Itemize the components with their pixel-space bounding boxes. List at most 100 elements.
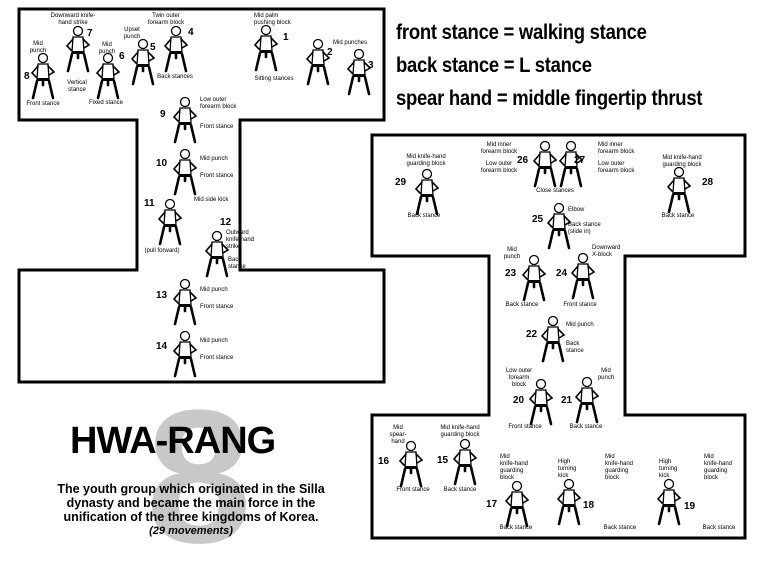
step-number-8: 8 <box>24 71 30 82</box>
step-number-13: 13 <box>156 290 168 301</box>
label-mid-punch-10: Mid punch <box>200 156 228 162</box>
martial-artist-icon-13 <box>172 278 198 326</box>
martial-artist-icon-8 <box>30 52 56 100</box>
martial-artist-icon-21 <box>574 376 600 424</box>
label-mid-knife-hand-guarding-block-19: Mid knife-hand guarding block <box>704 454 733 481</box>
label-front-stance-24: Front stance <box>563 302 597 308</box>
label-mid-punch-21: Mid punch <box>597 368 615 381</box>
martial-artist-icon-2 <box>305 38 331 86</box>
step-number-21: 21 <box>561 395 573 406</box>
label-back-stance-28: Back stance <box>661 213 695 219</box>
label-pull-forward: (pull forward) <box>144 248 180 254</box>
step-number-12: 12 <box>220 217 232 228</box>
pattern-description: The youth group which originated in the … <box>46 482 336 538</box>
martial-artist-icon-14 <box>172 330 198 378</box>
label-low-outer-forearm-block-26: Low outer forearm block <box>480 161 518 174</box>
label-mid-spear-hand: Mid spear-hand <box>389 425 407 445</box>
label-twin-outer-forearm-block: Twin outer forearm block <box>147 13 185 26</box>
label-sitting-stances: Sitting stances <box>254 76 294 82</box>
label-mid-knife-hand-guarding-block-28: Mid knife-hand guarding block <box>662 155 702 168</box>
step-number-6: 6 <box>119 51 125 62</box>
step-number-9: 9 <box>160 109 166 120</box>
label-mid-palm-pushing-block: Mid palm pushing block <box>254 13 291 26</box>
martial-artist-icon-4 <box>163 25 189 73</box>
label-high-turning-kick-18: High turning kick <box>558 459 577 479</box>
label-back-stance-29: Back stance <box>407 213 441 219</box>
step-number-17: 17 <box>486 499 498 510</box>
martial-artist-icon-17 <box>504 480 530 528</box>
step-number-29: 29 <box>395 177 407 188</box>
label-high-turning-kick-19: High turning kick <box>659 459 678 479</box>
label-back-stance-19: Back stance <box>702 525 736 531</box>
martial-artist-icon-26 <box>532 140 558 188</box>
pattern-number-watermark: 8 <box>146 371 252 583</box>
step-number-15: 15 <box>437 455 449 466</box>
label-back-stance-slide-in: Back stance (slide in) <box>568 222 601 235</box>
label-upset-punch: Upset punch <box>123 27 141 40</box>
label-mid-knife-hand-guarding-block-29: Mid knife-hand guarding block <box>406 154 446 167</box>
label-low-outer-forearm-block-27: Low outer forearm block <box>598 161 635 174</box>
step-number-27: 27 <box>574 155 586 166</box>
label-mid-punch-14: Mid punch <box>200 338 228 344</box>
martial-artist-icon-22 <box>540 315 566 363</box>
label-mid-punch-8: Mid punch <box>29 41 47 54</box>
pattern-movement-count: (29 movements) <box>149 525 233 537</box>
label-front-stance-13: Front stance <box>200 304 234 310</box>
pattern-title: HWA-RANG <box>70 420 276 462</box>
step-number-24: 24 <box>556 268 568 279</box>
step-number-23: 23 <box>505 268 517 279</box>
label-mid-inner-forearm-block-26: Mid inner forearm block <box>480 142 518 155</box>
step-number-10: 10 <box>156 158 168 169</box>
label-downward-x-block: Downward X-block <box>592 245 621 258</box>
step-number-19: 19 <box>684 501 696 512</box>
martial-artist-icon-23 <box>521 254 547 302</box>
label-front-stance-8: Front stance <box>26 101 60 107</box>
martial-artist-icon-11 <box>157 198 183 246</box>
label-mid-punch-22: Mid punch <box>566 322 594 328</box>
label-mid-knife-hand-guarding-block-17: Mid knife-hand guarding block <box>500 454 529 481</box>
label-mid-side-kick: Mid side kick <box>194 197 229 203</box>
step-number-28: 28 <box>702 177 714 188</box>
label-vertical-stance: Vertical stance <box>67 80 87 93</box>
label-back-stance-15: Back stance <box>443 487 477 493</box>
step-number-26: 26 <box>517 155 529 166</box>
label-elbow: Elbow <box>568 207 585 213</box>
label-mid-punch-23: Mid punch <box>503 247 521 260</box>
label-front-stance-9: Front stance <box>200 124 234 130</box>
martial-artist-icon-29 <box>414 168 440 216</box>
label-low-outer-forearm-block-9: Low outer forearm block <box>200 97 237 110</box>
martial-artist-icon-6 <box>95 52 121 100</box>
martial-artist-icon-15 <box>452 438 478 486</box>
step-number-18: 18 <box>583 500 595 511</box>
equivalence-spear-hand: spear hand = middle fingertip thrust <box>396 87 703 110</box>
step-number-22: 22 <box>526 329 538 340</box>
label-front-stance-14: Front stance <box>200 355 234 361</box>
left-pattern-outline <box>17 7 386 384</box>
martial-artist-icon-1 <box>253 24 279 72</box>
label-back-stance-12: Back stance <box>228 257 246 270</box>
label-low-outer-forearm-block-20: Low outer forearm block <box>505 368 533 388</box>
step-number-16: 16 <box>378 456 390 467</box>
step-number-3: 3 <box>368 60 374 71</box>
martial-artist-icon-19 <box>656 478 682 526</box>
step-number-14: 14 <box>156 341 168 352</box>
martial-artist-icon-3 <box>346 48 372 96</box>
martial-artist-icon-28 <box>666 166 692 214</box>
equivalence-back-stance: back stance = L stance <box>396 54 592 77</box>
label-back-stances: Back stances <box>157 74 193 80</box>
step-number-11: 11 <box>144 198 155 209</box>
step-number-25: 25 <box>532 214 544 225</box>
label-back-stance-23: Back stance <box>505 302 539 308</box>
label-outward-knife-hand-strike: Outward knife-hand strike <box>226 230 255 250</box>
label-mid-punch-13: Mid punch <box>200 287 228 293</box>
label-front-stance-10: Front stance <box>200 173 234 179</box>
step-number-20: 20 <box>513 395 525 406</box>
step-number-4: 4 <box>188 27 194 38</box>
label-mid-inner-forearm-block-27: Mid inner forearm block <box>598 142 635 155</box>
pattern-description-text: The youth group which originated in the … <box>57 482 325 524</box>
step-number-1: 1 <box>283 32 289 43</box>
martial-artist-icon-10 <box>172 148 198 196</box>
label-mid-punches: Mid punches <box>332 40 368 46</box>
label-front-stance-16: Front stance <box>396 487 430 493</box>
